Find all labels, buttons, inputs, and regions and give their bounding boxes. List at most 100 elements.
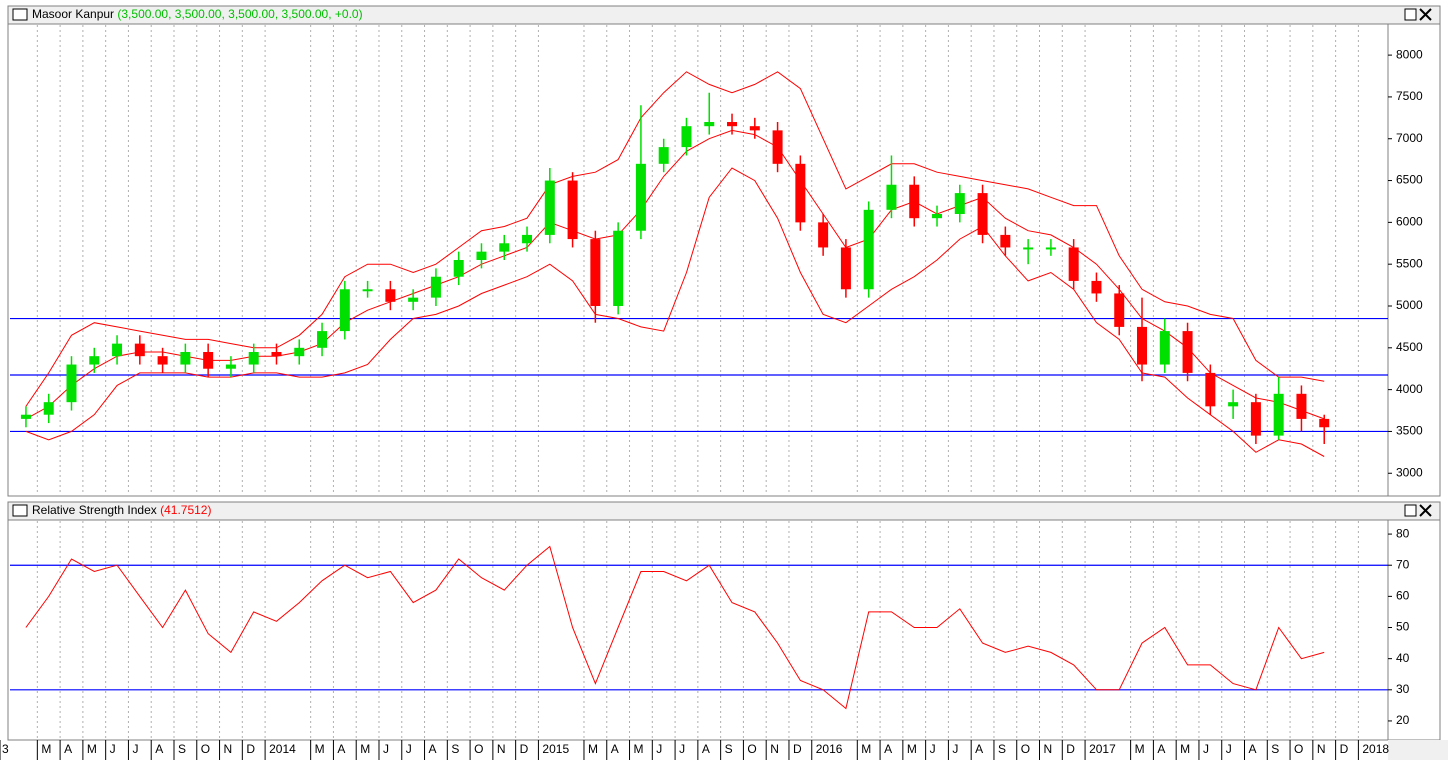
x-tick-label: S — [178, 742, 186, 756]
y-tick-label: 50 — [1396, 620, 1410, 634]
candle-body — [43, 402, 54, 415]
x-tick-label: O — [747, 742, 756, 756]
bollinger-band — [25, 71, 1325, 407]
candle-body — [818, 222, 829, 248]
x-tick-label: M — [634, 742, 644, 756]
candle-body — [408, 297, 419, 302]
x-tick-label: S — [1271, 742, 1279, 756]
x-tick-label: A — [975, 742, 983, 756]
x-tick-label: N — [770, 742, 779, 756]
x-tick-label: M — [360, 742, 370, 756]
x-tick-label: 2016 — [816, 742, 843, 756]
candle-body — [704, 122, 715, 127]
candle-body — [134, 343, 145, 357]
candle-body — [476, 251, 487, 260]
x-tick-label: S — [998, 742, 1006, 756]
candle-body — [385, 289, 396, 302]
x-tick-label: M — [87, 742, 97, 756]
candle-body — [1273, 393, 1284, 436]
candle-body — [1182, 331, 1193, 373]
candle-body — [499, 243, 510, 252]
candle-body — [339, 289, 350, 332]
candle-body — [66, 364, 77, 403]
candle-body — [954, 193, 965, 215]
x-tick-label: 2015 — [542, 742, 569, 756]
candle-body — [1137, 326, 1148, 365]
x-tick-label: A — [611, 742, 619, 756]
x-tick-label: S — [451, 742, 459, 756]
candle-body — [157, 356, 168, 365]
candle-body — [1159, 331, 1170, 365]
candle-body — [909, 184, 920, 219]
x-tick-label: N — [497, 742, 506, 756]
x-tick-label: J — [679, 742, 685, 756]
x-tick-label: M — [588, 742, 598, 756]
x-tick-label: J — [383, 742, 389, 756]
x-tick-label: J — [1203, 742, 1209, 756]
y-tick-label: 60 — [1396, 589, 1410, 603]
candle-body — [20, 414, 31, 419]
x-tick-label: J — [930, 742, 936, 756]
y-tick-label: 7000 — [1396, 131, 1423, 145]
x-tick-label: J — [110, 742, 116, 756]
x-tick-label: A — [155, 742, 163, 756]
x-tick-label: M — [41, 742, 51, 756]
title-text: Relative Strength Index — [32, 503, 157, 517]
candle-body — [749, 126, 760, 131]
close-button[interactable] — [1419, 8, 1432, 21]
rsi-line — [25, 545, 1325, 710]
corner — [1388, 740, 1448, 760]
y-tick-label: 5500 — [1396, 256, 1423, 270]
panel-title: Masoor Kanpur (3,500.00, 3,500.00, 3,500… — [32, 7, 363, 21]
candle-body — [772, 130, 783, 164]
y-tick-label: 4500 — [1396, 340, 1423, 354]
close-button[interactable] — [1419, 504, 1432, 517]
candle-body — [362, 289, 373, 292]
maximize-button[interactable] — [1404, 8, 1417, 21]
panel-title: Relative Strength Index (41.7512) — [32, 503, 211, 517]
candle-body — [1319, 418, 1330, 428]
x-tick-label: A — [1157, 742, 1165, 756]
x-tick-label: M — [315, 742, 325, 756]
candle-body — [1045, 247, 1056, 250]
candle-body — [1296, 393, 1307, 419]
candle-body — [248, 351, 259, 365]
price-title-bar — [7, 5, 1441, 25]
x-tick-label: M — [1135, 742, 1145, 756]
title-text: Masoor Kanpur — [32, 7, 114, 21]
x-tick-label: J — [1226, 742, 1232, 756]
x-tick-label: D — [793, 742, 802, 756]
candle-body — [1250, 402, 1261, 436]
window-buttons[interactable] — [1404, 8, 1432, 517]
y-tick-label: 30 — [1396, 682, 1410, 696]
candle-body — [932, 214, 943, 219]
x-tick-label: N — [1317, 742, 1326, 756]
candle-body — [613, 230, 624, 306]
title-values: (3,500.00, 3,500.00, 3,500.00, 3,500.00,… — [117, 7, 362, 21]
x-tick-label: D — [1340, 742, 1349, 756]
candle-body — [886, 184, 897, 210]
x-tick-label: 2017 — [1089, 742, 1116, 756]
x-tick-label: D — [1066, 742, 1075, 756]
candle-body — [294, 347, 305, 357]
y-tick-label: 4000 — [1396, 382, 1423, 396]
y-tick-label: 7500 — [1396, 89, 1423, 103]
x-tick-label: J — [406, 742, 412, 756]
x-tick-label: A — [337, 742, 345, 756]
y-tick-label: 3500 — [1396, 424, 1423, 438]
bollinger-band — [25, 167, 1325, 457]
plot-area — [10, 25, 1388, 495]
candle-body — [225, 364, 236, 369]
x-tick-label: N — [1044, 742, 1053, 756]
x-tick-label: J — [952, 742, 958, 756]
y-tick-label: 20 — [1396, 713, 1410, 727]
bollinger-band — [25, 129, 1325, 420]
x-tick-label: N — [224, 742, 233, 756]
candle-body — [977, 193, 988, 235]
y-tick-label: 70 — [1396, 557, 1410, 571]
candle-body — [180, 351, 191, 365]
maximize-button[interactable] — [1404, 504, 1417, 517]
